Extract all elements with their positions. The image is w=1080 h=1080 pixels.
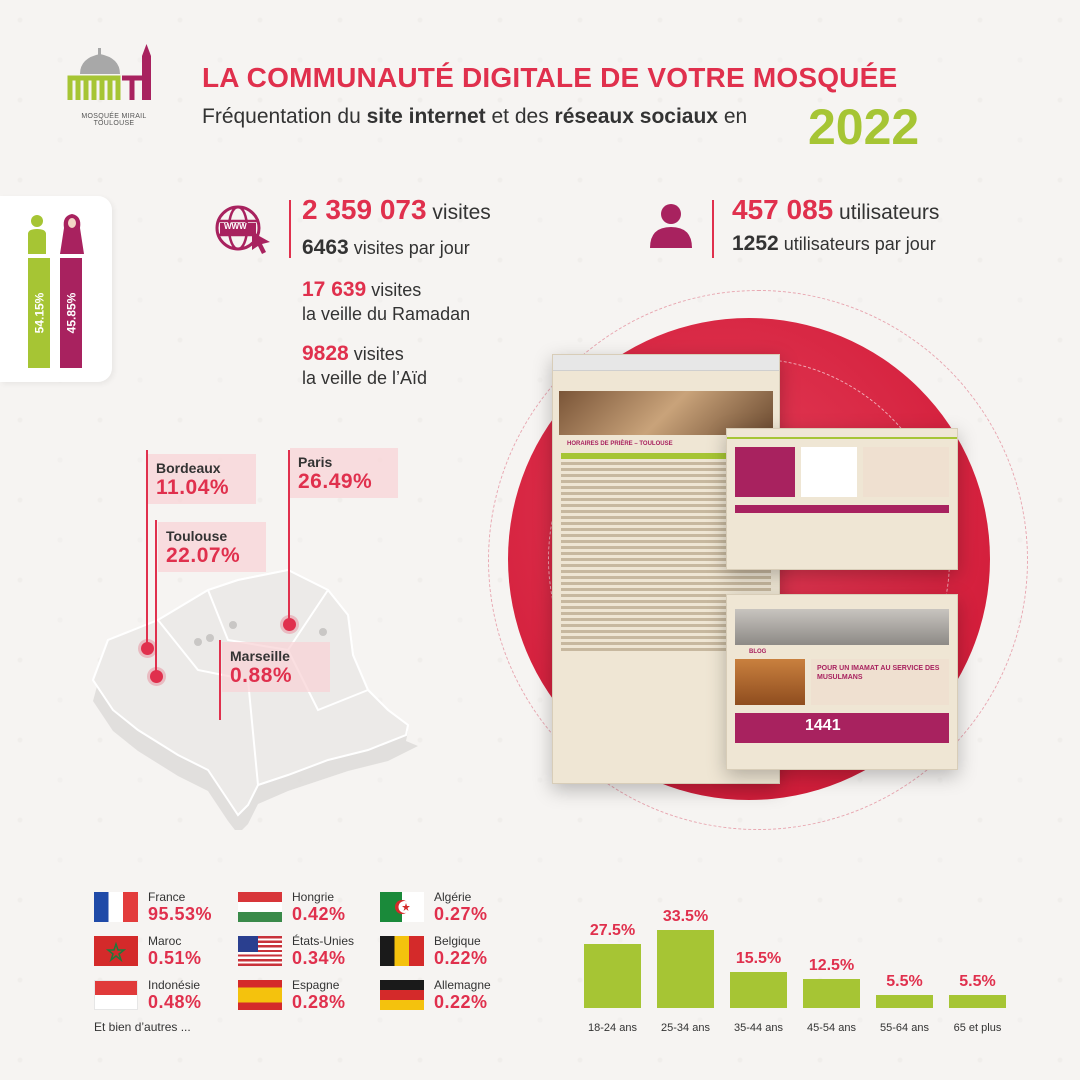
- ramadan-visits: 17 639 visites: [302, 278, 422, 301]
- users-separator: [712, 200, 714, 258]
- city-marseille: Marseille 0.88%: [222, 642, 330, 692]
- male-percentage: 54.15%: [32, 292, 47, 334]
- morocco-flag-icon: [94, 936, 138, 966]
- pin-line-toulouse: [155, 520, 157, 676]
- france-flag-icon: [94, 892, 138, 922]
- decorative-dashed-ring: [488, 290, 1028, 830]
- male-percentage-bar: 54.15%: [28, 258, 50, 368]
- year-label: 2022: [808, 99, 920, 155]
- age-bar-4: [876, 995, 933, 1008]
- country-pct-belgique: 0.22%: [434, 948, 488, 968]
- mockup-heading: HORAIRES DE PRIÈRE – TOULOUSE: [567, 441, 673, 447]
- indonesia-flag-icon: [94, 980, 138, 1010]
- spain-flag-icon: [238, 980, 282, 1010]
- age-chart: 27.5% 18-24 ans 33.5% 25-34 ans 15.5% 35-44 a…: [584, 900, 1024, 1050]
- age-bar-3: [803, 979, 860, 1008]
- country-pct-allemagne: 0.22%: [434, 992, 488, 1012]
- website-visits-per-day: 6463 visites par jour: [302, 236, 470, 259]
- age-bar-5: [949, 995, 1006, 1008]
- mockup-blog-banner: POUR UN IMAMAT AU SERVICE DES MUSULMANS: [811, 659, 949, 705]
- female-percentage-bar: 45.85%: [60, 258, 82, 368]
- page-subtitle: Fréquentation du site internet et des ré…: [202, 105, 748, 128]
- female-percentage: 45.85%: [64, 292, 79, 334]
- age-category-label: 18-24 ans: [588, 1022, 637, 1034]
- country-pct-hongrie: 0.42%: [292, 904, 346, 924]
- website-screenshot-blog: BLOG POUR UN IMAMAT AU SERVICE DES MUSUL…: [726, 594, 958, 770]
- ramadan-label: la veille du Ramadan: [302, 304, 471, 324]
- male-icon: [28, 215, 46, 254]
- user-icon: [650, 204, 692, 248]
- age-bar-value-label: 5.5%: [886, 973, 923, 990]
- age-category-label: 25-34 ans: [661, 1022, 710, 1034]
- country-name-maroc: Maroc: [148, 934, 182, 948]
- users-total: 457 085 utilisateurs: [732, 194, 940, 225]
- country-name-algerie: Algérie: [434, 890, 472, 904]
- aid-label: la veille de l’Aïd: [302, 368, 428, 388]
- age-bar-value-label: 33.5%: [662, 908, 709, 925]
- pin-line-bordeaux: [146, 450, 148, 648]
- country-pct-maroc: 0.51%: [148, 948, 202, 968]
- germany-flag-icon: [380, 980, 424, 1010]
- mockup-blog-number: 1441: [735, 713, 949, 743]
- country-name-france: France: [148, 890, 186, 904]
- city-toulouse: Toulouse 22.07%: [158, 522, 266, 572]
- algeria-flag-icon: [380, 892, 424, 922]
- page-title: LA COMMUNAUTÉ DIGITALE DE VOTRE MOSQUÉE: [202, 62, 898, 93]
- pin-dot-toulouse: [150, 670, 163, 683]
- country-name-allemagne: Allemagne: [434, 978, 491, 992]
- age-category-label: 35-44 ans: [734, 1022, 783, 1034]
- country-pct-indonesie: 0.48%: [148, 992, 202, 1012]
- age-bar-2: [730, 972, 787, 1008]
- pin-dot-bordeaux: [141, 642, 154, 655]
- country-name-indonesie: Indonésie: [148, 978, 201, 992]
- logo: MOSQUÉE MIRAIL TOULOUSE: [64, 44, 164, 127]
- website-separator: [289, 200, 291, 258]
- age-bar-1: [657, 930, 714, 1008]
- countries-more-label: Et bien d’autres ...: [94, 1020, 191, 1034]
- age-category-label: 45-54 ans: [807, 1022, 856, 1034]
- france-map: [91, 568, 418, 830]
- mockup-blog-heading: BLOG: [749, 649, 767, 655]
- age-bar-value-label: 12.5%: [808, 957, 855, 974]
- belgium-flag-icon: [380, 936, 424, 966]
- country-name-belgique: Belgique: [434, 934, 481, 948]
- pin-dot-paris: [283, 618, 296, 631]
- country-name-hongrie: Hongrie: [292, 890, 335, 904]
- aid-visits: 9828 visites: [302, 342, 404, 365]
- website-visits: 2 359 073 visites: [302, 194, 491, 225]
- pin-line-paris: [288, 450, 290, 624]
- www-label: WWW: [224, 222, 247, 231]
- age-category-label: 55-64 ans: [880, 1022, 929, 1034]
- age-bar-value-label: 15.5%: [735, 950, 782, 967]
- usa-flag-icon: [238, 936, 282, 966]
- country-pct-espagne: 0.28%: [292, 992, 346, 1012]
- country-pct-etats-unis: 0.34%: [292, 948, 346, 968]
- age-category-label: 65 et plus: [953, 1022, 1002, 1034]
- globe-icon: [215, 205, 270, 254]
- country-pct-algerie: 0.27%: [434, 904, 488, 924]
- country-pct-france: 95.53%: [148, 904, 213, 924]
- logo-caption: MOSQUÉE MIRAIL TOULOUSE: [81, 113, 147, 127]
- age-bar-value-label: 5.5%: [959, 973, 996, 990]
- female-icon: [60, 214, 84, 254]
- pin-line-marseille: [219, 640, 221, 720]
- hungary-flag-icon: [238, 892, 282, 922]
- city-bordeaux: Bordeaux 11.04%: [148, 454, 256, 504]
- country-name-espagne: Espagne: [292, 978, 340, 992]
- gender-card: 54.15% 45.85%: [0, 196, 112, 382]
- city-paris: Paris 26.49%: [290, 448, 398, 498]
- age-bar-0: [584, 944, 641, 1008]
- country-name-etats-unis: États-Unies: [292, 934, 355, 948]
- website-screenshot-home: [726, 428, 958, 570]
- users-per-day: 1252 utilisateurs par jour: [732, 232, 936, 255]
- age-bar-value-label: 27.5%: [589, 922, 636, 939]
